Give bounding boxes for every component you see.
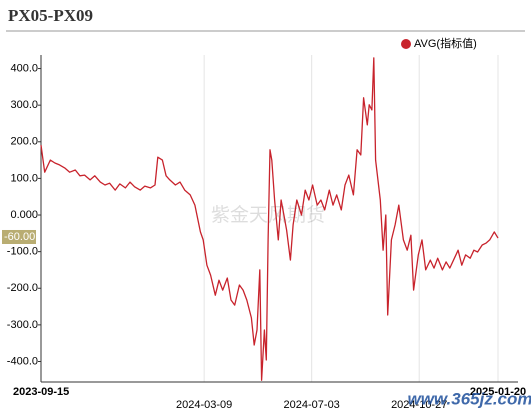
x-tick-label: 2024-03-09 [176,399,232,411]
y-tick-label: -400.0 [7,355,38,367]
data-line [40,57,499,381]
cursor-label-bg [2,229,36,244]
legend-label: AVG(指标值) [414,36,477,50]
chart-title: PX05-PX09 [8,6,93,25]
y-tick-label: 0.000 [10,209,38,221]
y-tick-label: -100.0 [7,246,38,258]
y-tick-label: -200.0 [7,282,38,294]
y-tick-label: 100.0 [10,172,38,184]
y-tick-label: -300.0 [7,319,38,331]
cursor-label: -60.00 [4,231,35,243]
y-tick-label: 300.0 [10,99,38,111]
y-tick-label: 200.0 [10,136,38,148]
x-tick-label: 2025-01-20 [470,386,526,398]
legend-marker [401,39,411,49]
x-tick-label: 2023-09-15 [13,386,69,398]
y-tick-label: 400.0 [10,62,38,74]
x-tick-label: 2024-10-27 [391,399,447,411]
site-watermark: www.365jz.com [407,389,531,408]
x-tick-label: 2024-07-03 [284,399,340,411]
